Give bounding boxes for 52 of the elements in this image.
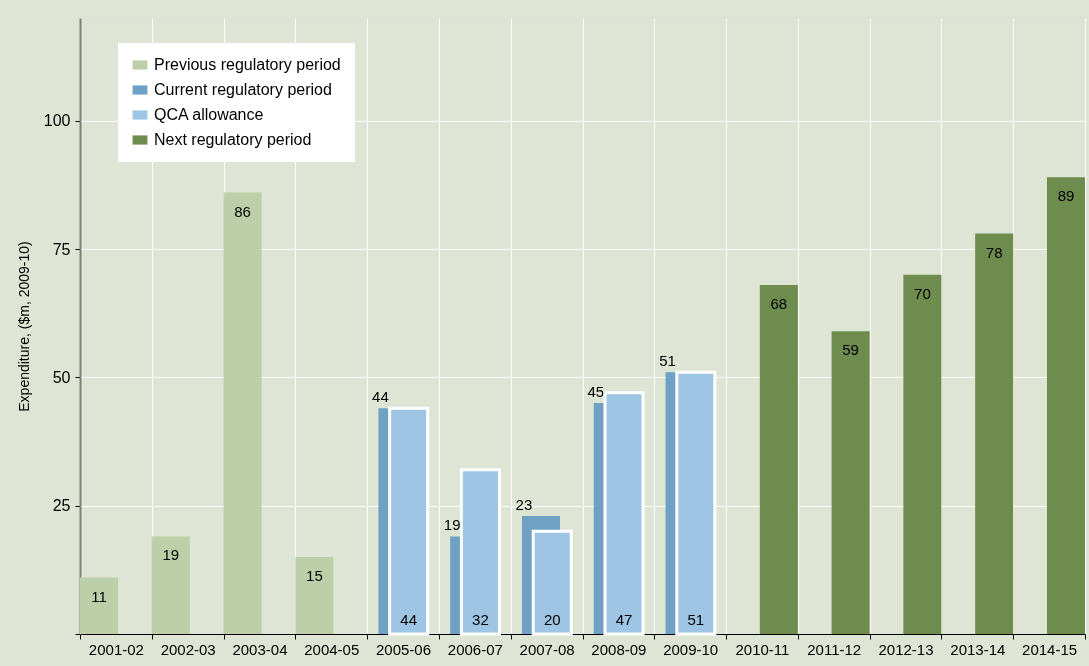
x-tick-label: 2002-03 (160, 640, 216, 658)
data-label: 78 (985, 243, 1003, 261)
y-tick-label: 75 (52, 240, 71, 258)
bar (831, 331, 870, 634)
bar (759, 284, 798, 634)
data-label: 51 (659, 352, 676, 370)
bar (975, 233, 1014, 634)
y-axis-title: Expenditure, ($m, 2009-10) (15, 241, 32, 412)
data-label: 68 (770, 294, 788, 312)
data-label: 19 (443, 516, 461, 534)
data-label: 20 (543, 611, 561, 628)
data-label: 51 (687, 611, 705, 628)
y-tick-label: 50 (52, 368, 71, 386)
bar (151, 536, 190, 634)
data-label: 45 (587, 383, 605, 400)
x-tick-label: 2012-13 (878, 640, 934, 658)
bar (903, 274, 942, 634)
bar (80, 577, 119, 634)
bar (295, 557, 334, 634)
legend-label: Next regulatory period (154, 131, 312, 148)
y-tick-label: 100 (43, 112, 71, 130)
x-tick-label: 2011-12 (807, 640, 862, 658)
legend-label: QCA allowance (154, 106, 264, 123)
data-label: 44 (400, 611, 417, 628)
bar (1046, 177, 1085, 634)
data-label: 89 (1057, 187, 1075, 205)
data-label: 19 (162, 546, 180, 564)
data-label: 70 (914, 284, 931, 302)
x-tick-label: 2009-10 (663, 640, 719, 658)
legend-label: Previous regulatory period (154, 56, 341, 73)
data-label: 44 (372, 388, 389, 406)
x-tick-label: 2013-14 (950, 640, 1006, 658)
x-tick-label: 2014-15 (1022, 640, 1078, 658)
bar (531, 529, 573, 636)
data-label: 86 (234, 202, 251, 220)
legend-label: Current regulatory period (154, 81, 332, 98)
x-tick-label: 2004-05 (304, 640, 360, 658)
x-tick-label: 2010-11 (735, 640, 790, 658)
data-label: 59 (842, 341, 859, 359)
bar (223, 192, 262, 634)
x-tick-label: 2005-06 (376, 640, 432, 658)
x-tick-label: 2006-07 (447, 640, 503, 658)
x-tick-label: 2007-08 (519, 640, 575, 658)
data-label: 47 (615, 611, 633, 628)
data-label: 11 (91, 587, 107, 605)
data-label: 32 (472, 611, 489, 628)
data-label: 15 (306, 567, 323, 584)
data-label: 23 (515, 495, 533, 513)
x-tick-label: 2001-02 (88, 640, 144, 658)
y-tick-label: 25 (52, 497, 71, 515)
x-tick-label: 2003-04 (232, 640, 288, 658)
x-tick-label: 2008-09 (591, 640, 647, 658)
